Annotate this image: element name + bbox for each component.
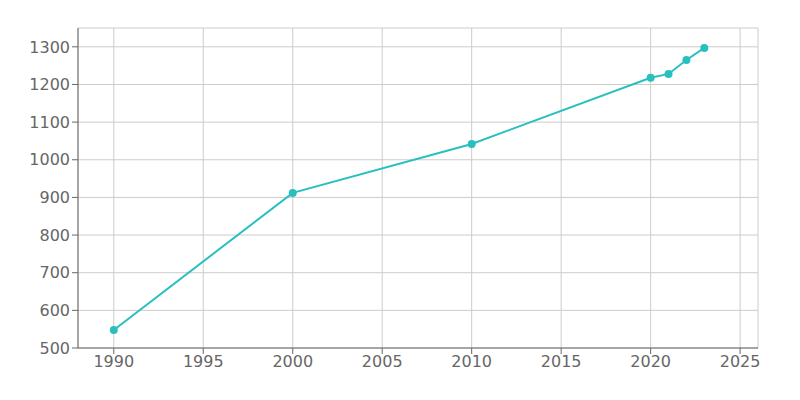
svg-text:800: 800 <box>39 226 70 245</box>
svg-text:900: 900 <box>39 188 70 207</box>
svg-text:2005: 2005 <box>362 352 403 371</box>
svg-text:1000: 1000 <box>29 150 70 169</box>
svg-text:1200: 1200 <box>29 75 70 94</box>
svg-text:1300: 1300 <box>29 38 70 57</box>
svg-text:500: 500 <box>39 339 70 358</box>
svg-text:600: 600 <box>39 301 70 320</box>
svg-text:2025: 2025 <box>720 352 761 371</box>
svg-text:2010: 2010 <box>451 352 492 371</box>
svg-text:1995: 1995 <box>183 352 224 371</box>
svg-text:2015: 2015 <box>541 352 582 371</box>
svg-text:700: 700 <box>39 263 70 282</box>
svg-text:2020: 2020 <box>630 352 671 371</box>
svg-text:1990: 1990 <box>93 352 134 371</box>
svg-text:2000: 2000 <box>272 352 313 371</box>
svg-text:1100: 1100 <box>29 113 70 132</box>
